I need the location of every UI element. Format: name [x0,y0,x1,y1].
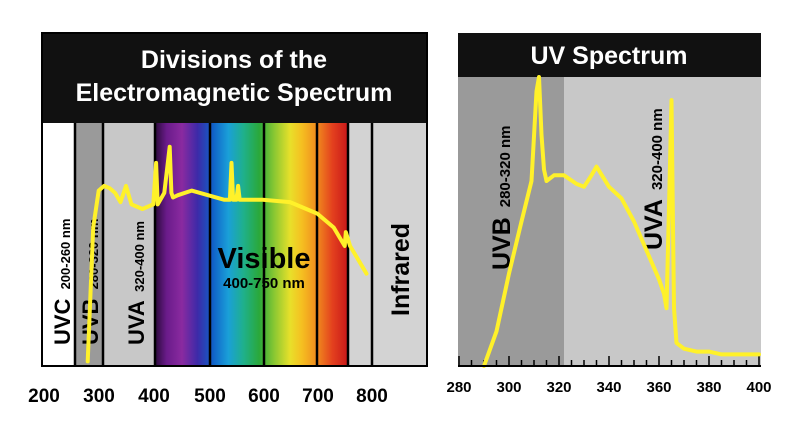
right-tick-label: 300 [496,379,521,396]
left-tick-label: 800 [356,386,388,407]
infrared-band [348,123,427,366]
left-tick-label: 400 [138,386,170,407]
left-spectrum-curve [85,144,369,364]
right-uva-band [564,77,761,366]
uvc-name: UVC [50,298,75,345]
left-title-line2: Electromagnetic Spectrum [76,79,393,107]
infrared-label: Infrared [387,223,415,316]
right-uvb-range: 280-320 nm [497,126,514,208]
left-x-axis: 200 300 400 500 600 700 800 [28,386,388,407]
left-tick-label: 200 [28,386,60,407]
visible-name: Visible [218,243,311,275]
left-title-line1: Divisions of the [141,46,327,74]
left-panel-border [41,32,428,367]
left-panel: Divisions of the Electromagnetic Spectru… [28,32,428,407]
right-title-bar [458,33,761,77]
right-uva-label: UVA 320-400 nm [640,108,668,250]
uvc-range: 200-260 nm [58,219,73,290]
right-uvb-band [458,77,564,366]
right-tick-label: 360 [646,379,671,396]
uva-band [103,123,155,366]
left-uva-name: UVA [124,300,149,345]
left-title-bar [42,33,427,123]
visible-range: 400-750 nm [223,275,305,292]
right-tick-marks [458,356,760,366]
uvc-label: UVC 200-260 nm [50,219,75,345]
right-tick-label: 380 [696,379,721,396]
left-tick-label: 500 [194,386,226,407]
left-tick-label: 700 [302,386,334,407]
right-title: UV Spectrum [531,42,688,70]
right-x-axis: 280 300 320 340 360 380 400 [446,379,771,396]
right-spectrum-curve [482,75,761,368]
right-tick-label: 400 [746,379,771,396]
right-uva-range: 320-400 nm [649,108,666,190]
left-tick-label: 300 [83,386,115,407]
left-uva-label: UVA 320-400 nm [124,221,149,345]
right-tick-label: 280 [446,379,471,396]
right-tick-label: 320 [546,379,571,396]
right-panel: UV Spectrum UVB 280-320 nm UVA 320-400 n… [446,33,772,396]
right-tick-label: 340 [596,379,621,396]
left-uva-range: 320-400 nm [132,221,147,292]
left-tick-label: 600 [248,386,280,407]
